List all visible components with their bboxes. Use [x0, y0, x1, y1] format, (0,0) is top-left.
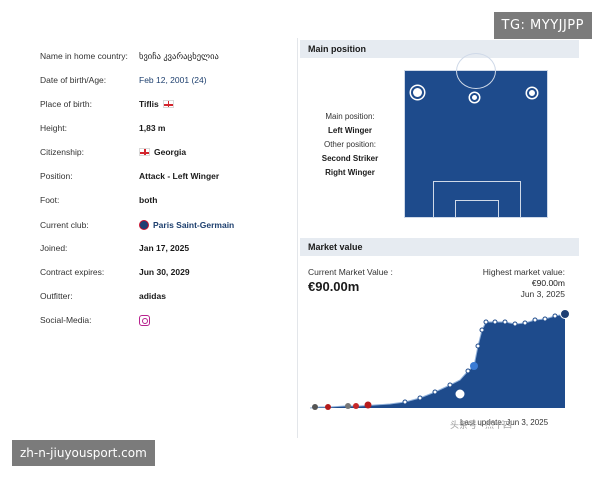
- main-position-value: Left Winger: [328, 126, 372, 135]
- info-row-height: Height: 1,83 m: [40, 119, 290, 137]
- info-value: both: [139, 195, 158, 205]
- chart-point[interactable]: [432, 389, 438, 395]
- player-profile-page: Name in home country: ხვიჩა კვარაცხელია …: [26, 38, 579, 438]
- info-row-contract: Contract expires: Jun 30, 2029: [40, 263, 290, 281]
- birth-date-link[interactable]: Feb 12, 2001 (24): [139, 75, 207, 85]
- highest-value-date: Jun 3, 2025: [520, 289, 565, 299]
- pitch-penalty-box: [433, 181, 521, 217]
- info-row-birth: Date of birth/Age: Feb 12, 2001 (24): [40, 71, 290, 89]
- chart-point[interactable]: [447, 382, 453, 388]
- market-value-area: [310, 314, 565, 408]
- info-row-citizenship: Citizenship: Georgia: [40, 143, 290, 161]
- club-crest-icon: [325, 404, 331, 410]
- position-pitch: [404, 53, 548, 218]
- chart-point[interactable]: [475, 343, 481, 349]
- club-link[interactable]: Paris Saint-Germain: [139, 220, 234, 230]
- chart-point[interactable]: [465, 368, 471, 374]
- main-position-header: Main position: [300, 40, 579, 58]
- telegram-watermark: TG: MYYJJPP: [493, 12, 592, 39]
- second-striker-marker: [470, 93, 479, 102]
- highest-value-label: Highest market value:: [482, 267, 565, 277]
- info-row-foot: Foot: both: [40, 191, 290, 209]
- chart-point[interactable]: [522, 320, 528, 326]
- current-value: €90.00m: [308, 279, 360, 294]
- player-data-panel: Name in home country: ხვიჩა კვარაცხელია …: [26, 38, 298, 438]
- info-row-position: Position: Attack - Left Winger: [40, 167, 290, 185]
- other-position-value: Second Striker: [321, 154, 379, 163]
- info-label: Foot:: [40, 195, 60, 205]
- info-label: Social-Media:: [40, 315, 92, 325]
- toutiao-watermark: 头条号 · 杰十四: [450, 420, 512, 430]
- info-label: Place of birth:: [40, 99, 92, 109]
- info-label: Outfitter:: [40, 291, 73, 301]
- info-row-outfitter: Outfitter: adidas: [40, 287, 290, 305]
- current-value-label: Current Market Value :: [308, 267, 393, 277]
- pitch-center-circle: [456, 53, 496, 89]
- info-value-wrap: Tiflis: [139, 99, 174, 109]
- info-label: Joined:: [40, 243, 68, 253]
- club-crest-icon: [470, 362, 478, 370]
- pitch-goal-box: [455, 200, 499, 217]
- birthplace-value: Tiflis: [139, 99, 159, 109]
- chart-point[interactable]: [512, 321, 518, 327]
- info-row-club: Current club: Paris Saint-Germain: [40, 216, 290, 234]
- club-crest-icon: [345, 403, 351, 409]
- instagram-icon[interactable]: [139, 314, 150, 326]
- position-text: Main position: Left Winger Other positio…: [300, 110, 400, 180]
- napoli-crest-icon: [454, 388, 466, 400]
- chart-point[interactable]: [552, 313, 558, 319]
- info-row-birthplace: Place of birth: Tiflis: [40, 95, 290, 113]
- info-label: Citizenship:: [40, 147, 84, 157]
- chart-point[interactable]: [492, 319, 498, 325]
- right-winger-marker: [527, 88, 537, 98]
- chart-point[interactable]: [532, 317, 538, 323]
- market-value-chart: [309, 309, 570, 410]
- info-value: 1,83 m: [139, 123, 166, 133]
- info-label: Contract expires:: [40, 267, 105, 277]
- info-value: Jun 30, 2029: [139, 267, 190, 277]
- highest-value-block: Highest market value: €90.00m Jun 3, 202…: [483, 267, 565, 300]
- citizenship-value: Georgia: [154, 147, 187, 157]
- club-crest-icon: [312, 404, 318, 410]
- info-value: Attack - Left Winger: [139, 171, 220, 181]
- info-value: ხვიჩა კვარაცხელია: [139, 50, 219, 61]
- highest-value: €90.00m: [531, 278, 565, 288]
- info-value: adidas: [139, 291, 166, 301]
- left-winger-marker: [411, 86, 424, 99]
- club-name: Paris Saint-Germain: [153, 220, 235, 230]
- info-row-home-name: Name in home country: ხვიჩა კვარაცხელია: [40, 47, 290, 65]
- chart-point[interactable]: [542, 316, 548, 322]
- side-panel: Main position Main position: Left Winger…: [300, 38, 579, 438]
- other-position-label: Other position:: [323, 140, 377, 149]
- club-crest-icon: [353, 403, 359, 409]
- site-watermark: zh-n-jiuyousport.com: [12, 440, 155, 466]
- market-value-header: Market value: [300, 238, 579, 256]
- info-label: Date of birth/Age:: [40, 75, 107, 85]
- social-links: [139, 314, 150, 326]
- info-row-social: Social-Media:: [40, 311, 290, 329]
- chart-point[interactable]: [483, 319, 489, 325]
- georgia-flag-icon: [139, 148, 150, 156]
- info-value-wrap: Georgia: [139, 147, 186, 157]
- info-label: Height:: [40, 123, 67, 133]
- info-label: Name in home country:: [40, 51, 128, 61]
- info-value: Jan 17, 2025: [139, 243, 190, 253]
- georgia-flag-icon: [162, 100, 174, 108]
- info-row-joined: Joined: Jan 17, 2025: [40, 239, 290, 257]
- chart-point[interactable]: [502, 319, 508, 325]
- other-position-value: Right Winger: [325, 168, 375, 177]
- psg-crest-icon: [560, 309, 570, 319]
- chart-point[interactable]: [417, 395, 423, 401]
- psg-crest-icon: [139, 220, 149, 230]
- info-label: Current club:: [40, 220, 89, 230]
- chart-point[interactable]: [479, 327, 485, 333]
- chart-point[interactable]: [402, 399, 408, 405]
- club-crest-icon: [364, 401, 372, 409]
- main-position-label: Main position:: [325, 112, 375, 121]
- last-update: Last update: Jun 3, 2025: [460, 418, 549, 427]
- info-label: Position:: [40, 171, 73, 181]
